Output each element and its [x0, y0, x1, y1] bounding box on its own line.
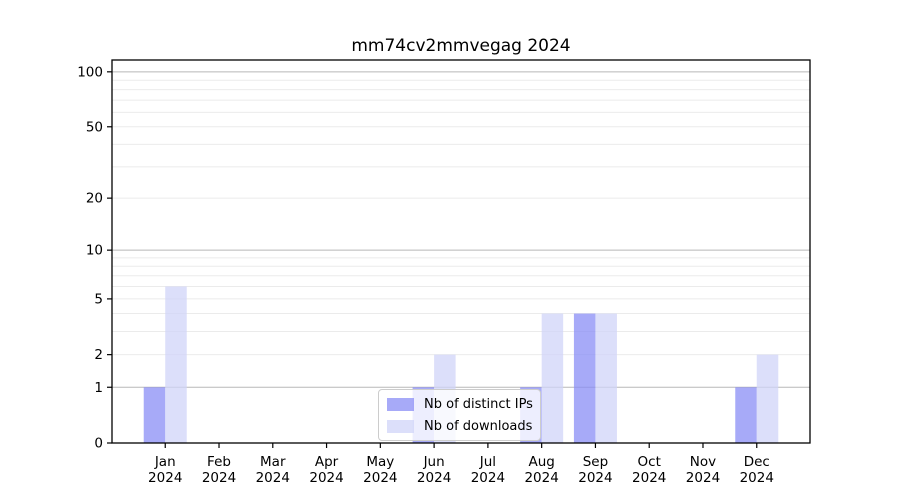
bar-nb-of-distinct-ips-dec: [735, 387, 757, 443]
x-tick-label-year: 2024: [148, 470, 182, 486]
x-tick-label-year: 2024: [686, 470, 720, 486]
legend-label-distinct-ips: Nb of distinct IPs: [424, 396, 533, 412]
bar-nb-of-distinct-ips-jan: [143, 387, 166, 443]
x-tick-label-month: Aug: [528, 454, 554, 470]
bar-nb-of-downloads-dec: [756, 354, 779, 443]
x-tick-label-year: 2024: [256, 470, 290, 486]
x-tick-label-month: Apr: [315, 454, 339, 470]
legend-item-downloads: Nb of downloads: [387, 418, 534, 434]
x-tick-label-month: Jul: [479, 454, 496, 470]
x-tick-label-year: 2024: [417, 470, 451, 486]
y-tick-label: 10: [86, 243, 103, 259]
y-tick-label: 100: [77, 64, 103, 80]
y-tick-label: 5: [94, 291, 103, 307]
x-tick-label-year: 2024: [740, 470, 774, 486]
legend-swatch-downloads: [387, 419, 414, 433]
y-tick-label: 2: [94, 347, 103, 363]
legend-swatch-distinct-ips: [387, 397, 414, 411]
x-tick-label-year: 2024: [363, 470, 397, 486]
x-tick-label-month: Sep: [583, 454, 608, 470]
x-tick-label-year: 2024: [471, 470, 505, 486]
y-tick-label: 50: [86, 119, 103, 135]
y-tick-label: 20: [86, 191, 103, 207]
x-tick-label-year: 2024: [524, 470, 558, 486]
x-tick-label-month: Mar: [260, 454, 286, 470]
x-tick-label-year: 2024: [578, 470, 612, 486]
x-tick-label-year: 2024: [309, 470, 343, 486]
x-tick-label-month: May: [366, 454, 394, 470]
x-tick-label-month: Nov: [690, 454, 716, 470]
bar-nb-of-downloads-sep: [595, 313, 617, 443]
x-tick-label-month: Oct: [638, 454, 661, 470]
bar-nb-of-downloads-jan: [165, 286, 187, 443]
legend-item-distinct-ips: Nb of distinct IPs: [387, 396, 534, 412]
x-tick-label-month: Dec: [744, 454, 770, 470]
chart-title: mm74cv2mmvegag 2024: [351, 36, 571, 56]
bar-nb-of-distinct-ips-sep: [573, 313, 596, 443]
y-tick-label: 0: [94, 436, 103, 452]
x-tick-label-month: Jan: [154, 454, 176, 470]
bar-nb-of-downloads-aug: [541, 313, 564, 443]
y-tick-label: 1: [94, 380, 103, 396]
x-tick-label-year: 2024: [202, 470, 236, 486]
x-tick-label-month: Feb: [207, 454, 231, 470]
x-tick-label-month: Jun: [423, 454, 445, 470]
x-tick-label-year: 2024: [632, 470, 666, 486]
legend: Nb of distinct IPs Nb of downloads: [378, 389, 541, 441]
legend-label-downloads: Nb of downloads: [424, 418, 533, 434]
axes-frame: [111, 59, 811, 444]
